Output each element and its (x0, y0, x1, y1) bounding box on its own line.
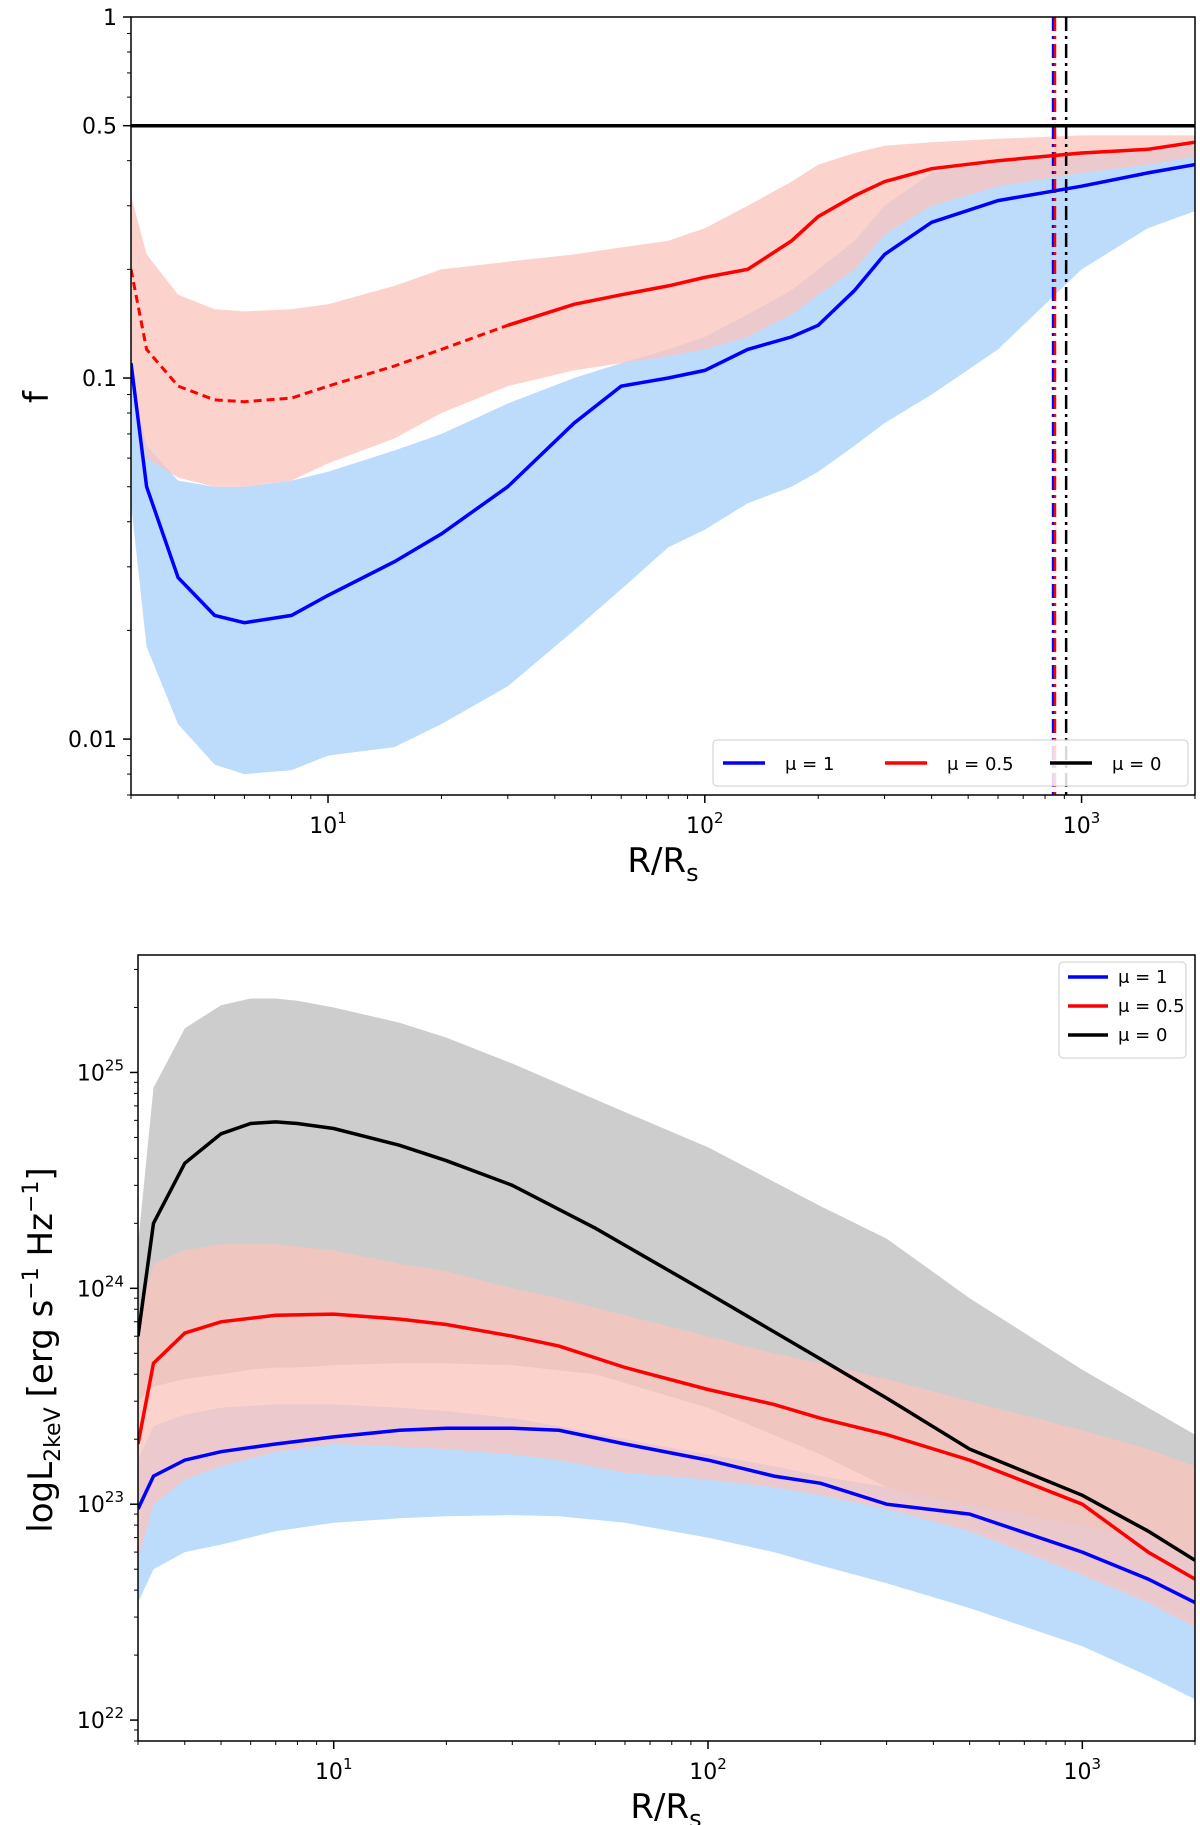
y-tick-label: 0.1 (82, 367, 117, 392)
line-0-5 (507, 140, 1195, 327)
band-0-5 (131, 135, 1195, 487)
top-y-axis-label: f (17, 390, 57, 403)
bottom-bands (138, 998, 1195, 1700)
line-0-5-dashed (131, 269, 509, 404)
y-tick-label: 1 (103, 6, 117, 31)
top-ticks: 101 102 103 0.01 0.1 0.5 1 (68, 6, 1196, 839)
y-tick-label: 1022 (77, 1704, 124, 1734)
bottom-x-axis-label: R/Rs (630, 1787, 701, 1825)
line-0 (138, 1120, 1195, 1562)
top-x-axis-label: R/Rs (627, 841, 698, 887)
legend-label-0-5: μ = 0.5 (1118, 996, 1185, 1017)
y-tick-label: 1024 (77, 1272, 124, 1302)
x-tick-label: 101 (315, 1755, 353, 1785)
bottom-series-lines (138, 1120, 1195, 1605)
bottom-y-axis-label: logL2keV[erg s−1 Hz−1] (19, 1167, 66, 1532)
legend-label-1: μ = 1 (785, 754, 834, 775)
y-tick-label: 0.01 (68, 728, 117, 753)
top-bands (131, 135, 1195, 775)
x-tick-label: 101 (309, 809, 347, 839)
band-1 (138, 1404, 1195, 1700)
top-axes-frame (130, 16, 1196, 796)
x-tick-label: 102 (686, 809, 724, 839)
y-tick-label: 1023 (77, 1488, 124, 1518)
bottom-panel: 101 102 103 1022 1023 1024 1025 R/Rs logL2keV[… (19, 954, 1196, 1825)
legend-label-0: μ = 0 (1118, 1025, 1167, 1046)
top-series-lines (131, 123, 1195, 625)
legend-label-1: μ = 1 (1118, 967, 1167, 988)
bottom-ticks: 101 102 103 1022 1023 1024 1025 (77, 968, 1196, 1785)
bottom-axes-frame (137, 954, 1196, 1742)
y-tick-label: 0.5 (82, 115, 117, 140)
legend-label-0-5: μ = 0.5 (947, 754, 1014, 775)
band-1 (131, 145, 1195, 775)
bottom-legend: μ = 1 μ = 0.5 μ = 0 (1058, 961, 1187, 1059)
line-1 (138, 1426, 1195, 1605)
band-0-5 (138, 1244, 1195, 1627)
line-1 (131, 162, 1195, 625)
x-tick-label: 102 (689, 1755, 727, 1785)
legend-label-0: μ = 0 (1112, 754, 1161, 775)
line-0-5 (138, 1312, 1195, 1581)
top-legend: μ = 1 μ = 0.5 μ = 0 (712, 739, 1189, 787)
x-tick-label: 103 (1063, 809, 1101, 839)
top-legend-box (712, 739, 1189, 787)
x-tick-label: 103 (1064, 1755, 1102, 1785)
y-tick-label: 1025 (77, 1056, 124, 1086)
top-panel: 101 102 103 0.01 0.1 0.5 1 R/Rs f μ = 1 μ = 0.5… (17, 6, 1196, 887)
